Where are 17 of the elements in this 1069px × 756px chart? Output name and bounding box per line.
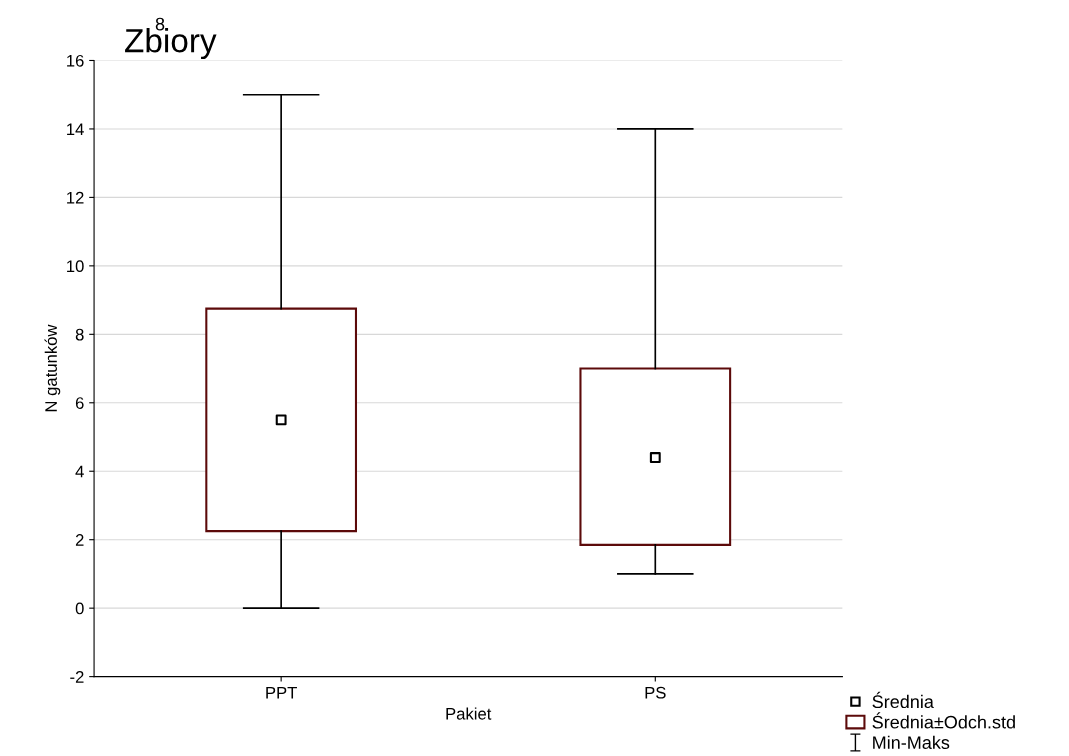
y-tick-label: 0 bbox=[75, 602, 84, 615]
y-tick-label: 10 bbox=[67, 260, 84, 273]
y-tick-label: -2 bbox=[70, 671, 84, 683]
y-tick-label: 12 bbox=[67, 191, 84, 204]
x-axis-title: Pakiet bbox=[446, 707, 492, 720]
y-tick-label: 2 bbox=[75, 534, 84, 546]
legend-label: Średnia±Odch.std bbox=[872, 712, 1015, 729]
y-tick-label: 6 bbox=[75, 397, 84, 409]
y-tick-label: 14 bbox=[67, 123, 84, 135]
y-tick-label: 4 bbox=[75, 465, 84, 478]
y-axis-title: N gatunków bbox=[44, 324, 61, 412]
y-tick-label: 8 bbox=[75, 328, 84, 341]
y-tick-label: 16 bbox=[67, 54, 84, 67]
text: Min-Maks bbox=[873, 735, 950, 749]
x-tick-label: PPT bbox=[266, 686, 297, 699]
x-tick-label: PS bbox=[645, 686, 666, 699]
legend-label: Średnia bbox=[872, 691, 934, 709]
